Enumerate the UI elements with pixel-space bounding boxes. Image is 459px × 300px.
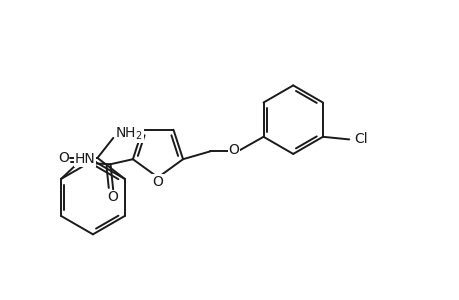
- Text: O: O: [58, 151, 68, 165]
- Text: O: O: [152, 175, 163, 189]
- Text: O: O: [107, 190, 118, 204]
- Text: O: O: [228, 143, 239, 157]
- Text: HN: HN: [74, 152, 95, 166]
- Text: Cl: Cl: [353, 132, 367, 146]
- Text: NH$_2$: NH$_2$: [115, 125, 143, 142]
